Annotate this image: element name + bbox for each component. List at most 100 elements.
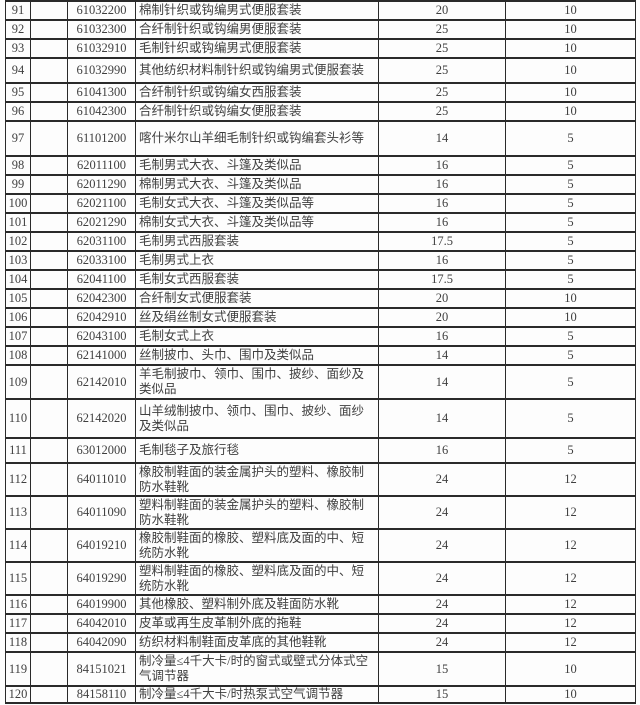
rate2-cell: 5 — [505, 250, 636, 271]
row-index-cell: 116 — [5, 594, 31, 615]
rate2-cell: 5 — [505, 120, 636, 157]
tariff-table: 91 61032200 棉制针织或钩编男式便服套装 20 10 92 61032300 合纤制… — [5, 0, 636, 704]
hs-code-cell: 64019210 — [67, 528, 136, 563]
description-cell: 纺织材料制鞋面皮革底的其他鞋靴 — [135, 632, 379, 653]
rate1-cell: 24 — [378, 561, 506, 596]
blank-cell — [30, 345, 68, 366]
row-index-cell: 110 — [5, 398, 31, 439]
description-cell: 塑料制鞋面的装金属护头的塑料、橡胶制防水鞋靴 — [135, 495, 379, 530]
hs-code-cell: 62033100 — [67, 250, 136, 271]
hs-code-cell: 84158110 — [67, 685, 136, 704]
row-index-cell: 119 — [5, 651, 31, 687]
table-row: 118 64042090 纺织材料制鞋面皮革底的其他鞋靴 24 12 — [5, 632, 636, 653]
row-index-cell: 108 — [5, 345, 31, 366]
rate2-cell: 10 — [505, 101, 636, 122]
hs-code-cell: 62043100 — [67, 326, 136, 347]
rate1-cell: 17.5 — [378, 269, 506, 290]
rate1-cell: 16 — [378, 250, 506, 271]
table-row: 111 63012000 毛制毯子及旅行毯 16 5 — [5, 437, 636, 464]
blank-cell — [30, 288, 68, 309]
table-row: 98 62011100 毛制男式大衣、斗篷及类似品 16 5 — [5, 155, 636, 176]
blank-cell — [30, 613, 68, 634]
row-index-cell: 106 — [5, 307, 31, 328]
hs-code-cell: 84151021 — [67, 651, 136, 687]
blank-cell — [30, 495, 68, 530]
description-cell: 喀什米尔山羊细毛制针织或钩编套头衫等 — [135, 120, 379, 157]
hs-code-cell: 62031100 — [67, 231, 136, 252]
row-index-cell: 94 — [5, 57, 31, 84]
rate2-cell: 5 — [505, 398, 636, 439]
rate2-cell: 10 — [505, 651, 636, 687]
table-row: 97 61101200 喀什米尔山羊细毛制针织或钩编套头衫等 14 5 — [5, 120, 636, 157]
blank-cell — [30, 231, 68, 252]
row-index-cell: 101 — [5, 212, 31, 233]
row-index-cell: 118 — [5, 632, 31, 653]
table-row: 106 62042910 丝及绢丝制女式便服套装 20 10 — [5, 307, 636, 328]
description-cell: 毛制男式上衣 — [135, 250, 379, 271]
row-index-cell: 102 — [5, 231, 31, 252]
table-row: 99 62011290 棉制男式大衣、斗篷及类似品 16 5 — [5, 174, 636, 195]
hs-code-cell: 64019290 — [67, 561, 136, 596]
hs-code-cell: 62021100 — [67, 193, 136, 214]
hs-code-cell: 64019900 — [67, 594, 136, 615]
rate2-cell: 10 — [505, 38, 636, 59]
description-cell: 羊毛制披巾、领巾、围巾、披纱、面纱及类似品 — [135, 364, 379, 400]
rate2-cell: 5 — [505, 364, 636, 400]
rate1-cell: 15 — [378, 685, 506, 704]
table-row: 92 61032300 合纤制针织或钩编男便服套装 25 10 — [5, 19, 636, 40]
description-cell: 棉制女式大衣、斗篷及类似品等 — [135, 212, 379, 233]
hs-code-cell: 61041300 — [67, 82, 136, 103]
blank-cell — [30, 326, 68, 347]
rate1-cell: 25 — [378, 82, 506, 103]
row-index-cell: 95 — [5, 82, 31, 103]
table-row: 94 61032990 其他纺织材料制针织或钩编男式便服套装 25 10 — [5, 57, 636, 84]
hs-code-cell: 64011010 — [67, 462, 136, 497]
rate1-cell: 24 — [378, 528, 506, 563]
rate2-cell: 12 — [505, 462, 636, 497]
hs-code-cell: 61032990 — [67, 57, 136, 84]
hs-code-cell: 63012000 — [67, 437, 136, 464]
hs-code-cell: 62042300 — [67, 288, 136, 309]
row-index-cell: 113 — [5, 495, 31, 530]
rate1-cell: 24 — [378, 462, 506, 497]
table-row: 102 62031100 毛制男式西服套装 17.5 5 — [5, 231, 636, 252]
blank-cell — [30, 193, 68, 214]
row-index-cell: 103 — [5, 250, 31, 271]
row-index-cell: 114 — [5, 528, 31, 563]
rate2-cell: 10 — [505, 82, 636, 103]
blank-cell — [30, 651, 68, 687]
blank-cell — [30, 38, 68, 59]
row-index-cell: 98 — [5, 155, 31, 176]
table-row: 119 84151021 制冷量≤4千大卡/时的窗式或壁式分体式空气调节器 15 10 — [5, 651, 636, 687]
row-index-cell: 93 — [5, 38, 31, 59]
blank-cell — [30, 82, 68, 103]
blank-cell — [30, 462, 68, 497]
hs-code-cell: 61042300 — [67, 101, 136, 122]
blank-cell — [30, 437, 68, 464]
blank-cell — [30, 561, 68, 596]
hs-code-cell: 61101200 — [67, 120, 136, 157]
description-cell: 丝及绢丝制女式便服套装 — [135, 307, 379, 328]
hs-code-cell: 62142010 — [67, 364, 136, 400]
table-row: 100 62021100 毛制女式大衣、斗篷及类似品等 16 5 — [5, 193, 636, 214]
rate1-cell: 16 — [378, 155, 506, 176]
rate2-cell: 10 — [505, 19, 636, 40]
rate2-cell: 5 — [505, 269, 636, 290]
description-cell: 其他纺织材料制针织或钩编男式便服套装 — [135, 57, 379, 84]
rate1-cell: 20 — [378, 288, 506, 309]
blank-cell — [30, 269, 68, 290]
rate1-cell: 14 — [378, 398, 506, 439]
blank-cell — [30, 594, 68, 615]
description-cell: 橡胶制鞋面的装金属护头的塑料、橡胶制防水鞋靴 — [135, 462, 379, 497]
blank-cell — [30, 364, 68, 400]
hs-code-cell: 61032910 — [67, 38, 136, 59]
rate1-cell: 24 — [378, 613, 506, 634]
description-cell: 橡胶制鞋面的橡胶、塑料底及面的中、短统防水靴 — [135, 528, 379, 563]
rate2-cell: 5 — [505, 212, 636, 233]
rate1-cell: 15 — [378, 651, 506, 687]
description-cell: 山羊绒制披巾、领巾、围巾、披纱、面纱及类似品 — [135, 398, 379, 439]
table-row: 112 64011010 橡胶制鞋面的装金属护头的塑料、橡胶制防水鞋靴 24 12 — [5, 462, 636, 497]
row-index-cell: 97 — [5, 120, 31, 157]
rate2-cell: 5 — [505, 155, 636, 176]
blank-cell — [30, 174, 68, 195]
